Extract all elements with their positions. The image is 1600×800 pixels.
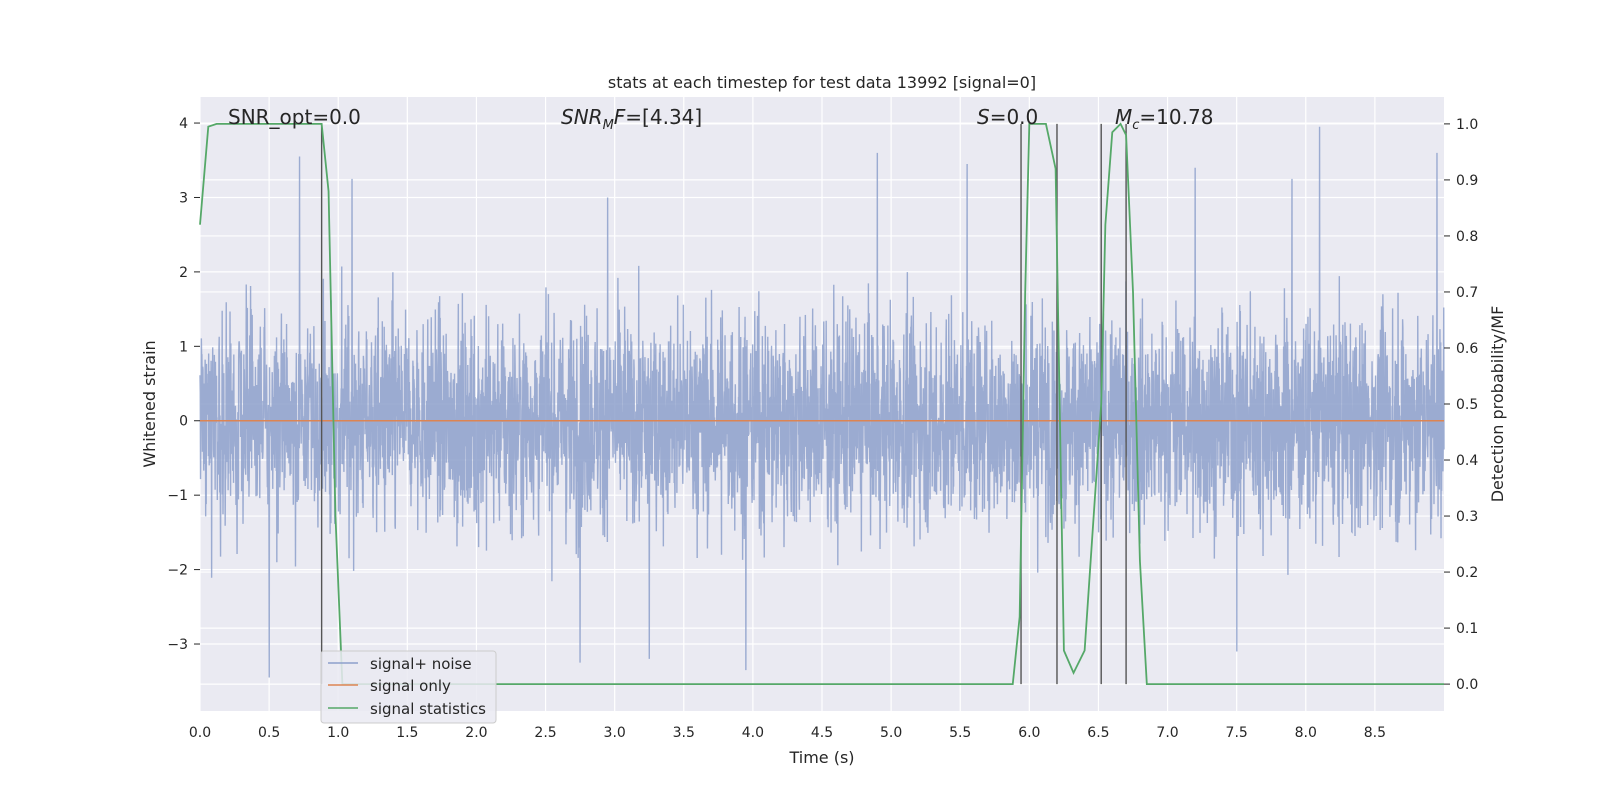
chart-title: stats at each timestep for test data 139… [608, 73, 1036, 92]
annotation-s: S=0.0 [977, 105, 1038, 129]
x-tick-label: 8.0 [1295, 725, 1317, 741]
x-tick-label: 4.5 [811, 725, 833, 741]
y-tick-label-left: 4 [179, 116, 188, 132]
statistics-series [199, 122, 1444, 686]
x-tick-label: 8.5 [1364, 725, 1386, 741]
x-tick-label: 5.5 [949, 725, 971, 741]
y-axis-left-ticks: −3 −2 −1 0 1 2 3 4 [167, 116, 200, 653]
x-tick-label: 1.5 [396, 725, 418, 741]
y-tick-label-right: 0.9 [1456, 173, 1478, 189]
legend-label-signal-only: signal only [370, 677, 451, 695]
y-tick-label-left: 0 [179, 414, 188, 430]
x-tick-label: 7.0 [1156, 725, 1178, 741]
x-tick-label: 5.0 [880, 725, 902, 741]
y-tick-label-right: 0.4 [1456, 453, 1478, 469]
y-tick-label-right: 0.3 [1456, 509, 1478, 525]
x-tick-label: 2.0 [465, 725, 487, 741]
y-tick-label-left: −3 [167, 637, 188, 653]
noise-series [199, 126, 1445, 678]
x-tick-label: 1.0 [327, 725, 349, 741]
legend-label-noise: signal+ noise [370, 655, 472, 673]
legend-label-statistics: signal statistics [370, 700, 486, 718]
y-tick-label-right: 0.1 [1456, 621, 1478, 637]
x-tick-label: 3.0 [604, 725, 626, 741]
legend: signal+ noise signal only signal statist… [320, 650, 497, 724]
y-tick-label-left: 3 [179, 190, 188, 206]
y-tick-label-right: 1.0 [1456, 117, 1478, 133]
y-axis-right-ticks: 0.0 0.1 0.2 0.3 0.4 0.5 0.6 0.7 0.8 0.9 1.0 [1444, 117, 1478, 693]
y-tick-label-right: 0.5 [1456, 397, 1478, 413]
annotation-mc: Mc=10.78 [1115, 105, 1213, 133]
x-tick-label: 7.5 [1226, 725, 1248, 741]
series-line-noise [199, 126, 1445, 678]
y-axis-right-label: Detection probability/MF [1488, 306, 1507, 503]
annotation-snr-opt: SNR_opt=0.0 [228, 105, 361, 129]
x-tick-label: 4.0 [742, 725, 764, 741]
annotation-snr-mf: SNRMF=[4.34] [561, 105, 702, 133]
x-tick-label: 6.0 [1018, 725, 1040, 741]
x-tick-label: 0.0 [189, 725, 211, 741]
y-tick-label-left: −2 [167, 563, 188, 579]
series-line-statistics [199, 122, 1444, 686]
y-tick-label-right: 0.2 [1456, 565, 1478, 581]
legend-box [320, 650, 497, 724]
x-tick-label: 2.5 [534, 725, 556, 741]
y-tick-label-right: 0.7 [1456, 285, 1478, 301]
y-tick-label-left: 1 [179, 339, 188, 355]
x-tick-label: 0.5 [258, 725, 280, 741]
x-tick-label: 3.5 [673, 725, 695, 741]
x-axis-ticks: 0.0 0.5 1.0 1.5 2.0 2.5 3.0 3.5 4.0 4.5 5.0 5.5 6.0 6… [189, 725, 1386, 741]
y-tick-label-left: −1 [167, 488, 188, 504]
y-tick-label-left: 2 [179, 265, 188, 281]
y-tick-label-right: 0.8 [1456, 229, 1478, 245]
y-tick-label-right: 0.6 [1456, 341, 1478, 357]
x-tick-label: 6.5 [1087, 725, 1109, 741]
x-axis-label: Time (s) [788, 748, 854, 767]
y-tick-label-right: 0.0 [1456, 677, 1478, 693]
y-axis-left-label: Whitened strain [140, 340, 159, 467]
